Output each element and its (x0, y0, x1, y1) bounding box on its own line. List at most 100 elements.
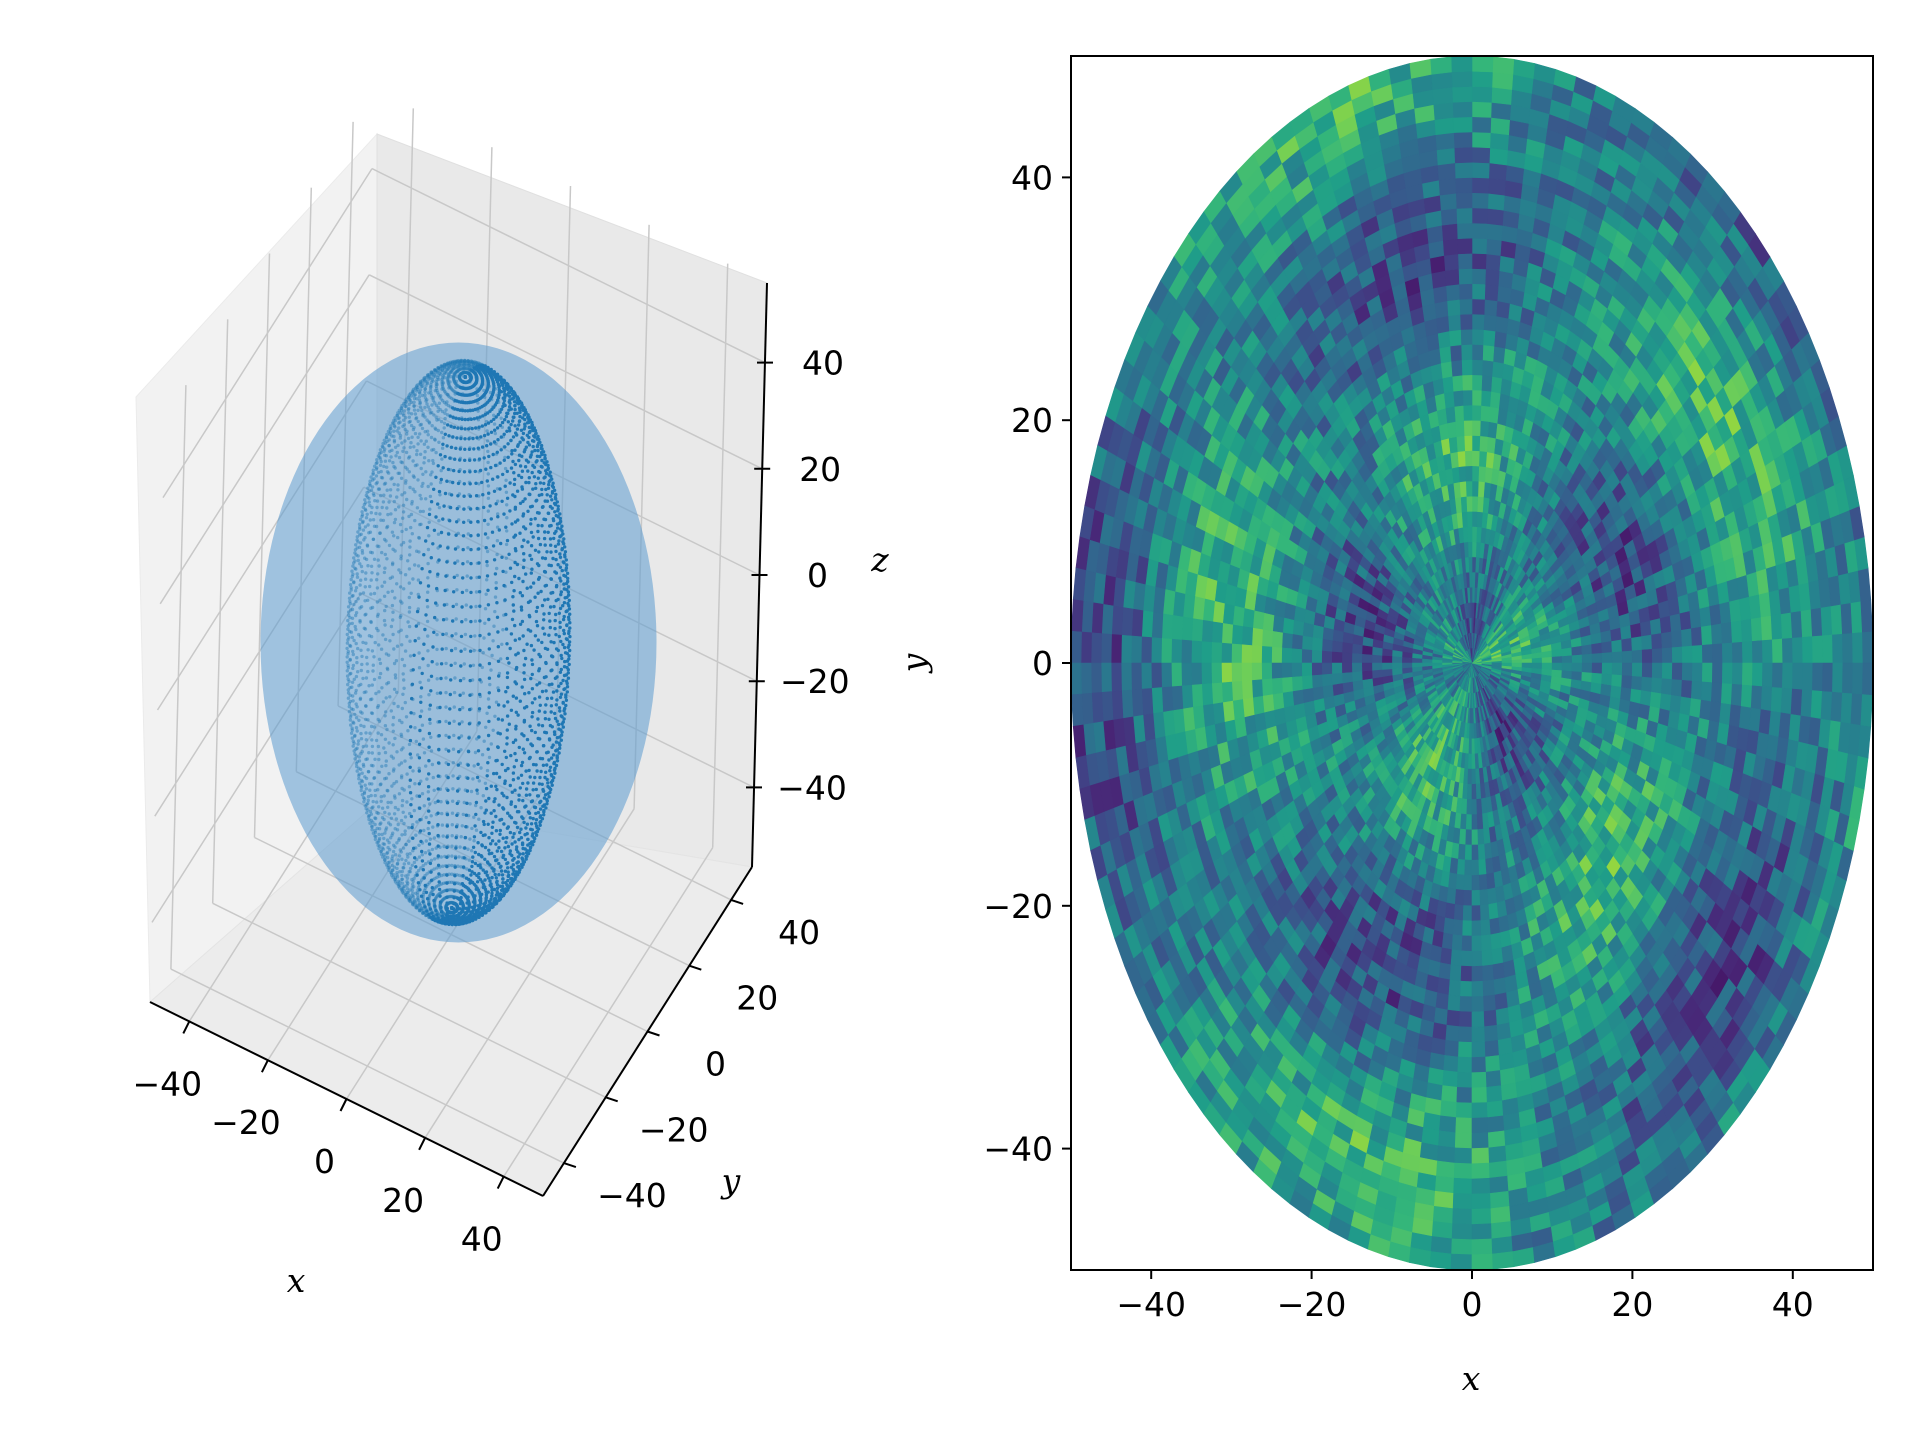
scatter-point (498, 487, 502, 491)
scatter-point (377, 846, 381, 851)
scatter-point (471, 362, 476, 366)
scatter-point (444, 907, 448, 912)
scatter-point (445, 845, 449, 850)
scatter-point (422, 553, 426, 557)
scatter-point (387, 772, 391, 776)
scatter-point (483, 403, 488, 407)
scatter-point (448, 365, 452, 370)
scatter-point (371, 468, 375, 472)
scatter-point (391, 723, 395, 727)
scatter-point (382, 537, 387, 542)
scatter-point (418, 493, 422, 498)
scatter-point (464, 370, 468, 375)
scatter-point (437, 872, 441, 876)
scatter-point (477, 817, 481, 821)
scatter-point (369, 812, 373, 816)
scatter-point (430, 917, 434, 921)
scatter-point (411, 459, 415, 463)
scatter-point (524, 826, 528, 830)
scatter-point (475, 737, 479, 741)
scatter-point (418, 581, 423, 585)
scatter-point (517, 473, 521, 478)
scatter-point (352, 561, 356, 565)
scatter-point (411, 390, 415, 394)
scatter-point (512, 471, 516, 475)
scatter-point (545, 763, 549, 767)
scatter-point (429, 373, 434, 377)
scatter-point (448, 900, 453, 905)
scatter-point (412, 425, 416, 430)
scatter-point (466, 367, 470, 371)
scatter-point (376, 788, 380, 792)
scatter-point (389, 836, 393, 840)
scatter-point (377, 675, 382, 680)
scatter-point (515, 433, 519, 437)
scatter-point (372, 677, 377, 682)
scatter-point (438, 774, 442, 779)
scatter-point (511, 858, 515, 862)
scatter-point (400, 720, 404, 725)
scatter-point (408, 899, 413, 904)
scatter-point (445, 888, 449, 892)
scatter-point (496, 686, 500, 690)
scatter-point (421, 911, 426, 915)
scatter-point (384, 652, 389, 656)
scatter-point (476, 762, 480, 766)
scatter-point (558, 576, 562, 580)
x-tick-label: 40 (461, 1220, 503, 1259)
scatter-point (392, 647, 396, 651)
scatter-point (457, 787, 461, 791)
scatter-point (531, 487, 535, 491)
scatter-point (500, 642, 504, 646)
scatter-point (452, 889, 456, 893)
scatter-point (502, 458, 506, 462)
scatter-point (528, 429, 532, 434)
scatter-point (348, 657, 352, 662)
scatter-point (499, 435, 503, 439)
scatter-point (414, 416, 419, 420)
scatter-point (430, 660, 434, 664)
scatter-point (503, 403, 507, 408)
scatter-point (407, 861, 411, 865)
scatter-point (471, 362, 475, 367)
scatter-point (346, 652, 350, 656)
scatter-point (383, 810, 387, 815)
scatter-point (542, 517, 546, 521)
scatter-point (522, 525, 526, 529)
ellipsoid-points (260, 342, 657, 943)
scatter-point (421, 864, 425, 868)
scatter-point (371, 518, 376, 522)
scatter-point (442, 426, 446, 430)
scatter-point (454, 365, 458, 369)
scatter-point (511, 694, 515, 698)
scatter-point (410, 863, 414, 867)
scatter-point (346, 691, 351, 695)
scatter-point (555, 500, 559, 504)
scatter-point (452, 468, 456, 473)
ticks-3d (182, 361, 773, 1190)
scatter-point (525, 705, 529, 709)
scatter-point (461, 361, 465, 365)
scatter-point (459, 436, 463, 441)
scatter-point (535, 459, 539, 463)
scatter-point (352, 638, 356, 643)
scatter-point (534, 824, 539, 828)
scatter-point (496, 412, 500, 417)
scatter-point (361, 505, 365, 509)
scatter-point (346, 666, 351, 670)
scatter-point (392, 701, 396, 706)
scatter-point (361, 591, 366, 595)
scatter-point (421, 911, 425, 915)
scatter-point (547, 738, 552, 742)
scatter-point (504, 840, 508, 844)
scatter-point (453, 360, 457, 365)
scatter-point (359, 723, 363, 728)
scatter-point (566, 576, 570, 581)
scatter-point (455, 359, 460, 363)
scatter-point (524, 445, 528, 449)
scatter-point (515, 665, 519, 670)
scatter-point (432, 887, 436, 891)
scatter-point (547, 611, 551, 616)
scatter-point (455, 506, 459, 511)
scatter-point (365, 811, 369, 815)
